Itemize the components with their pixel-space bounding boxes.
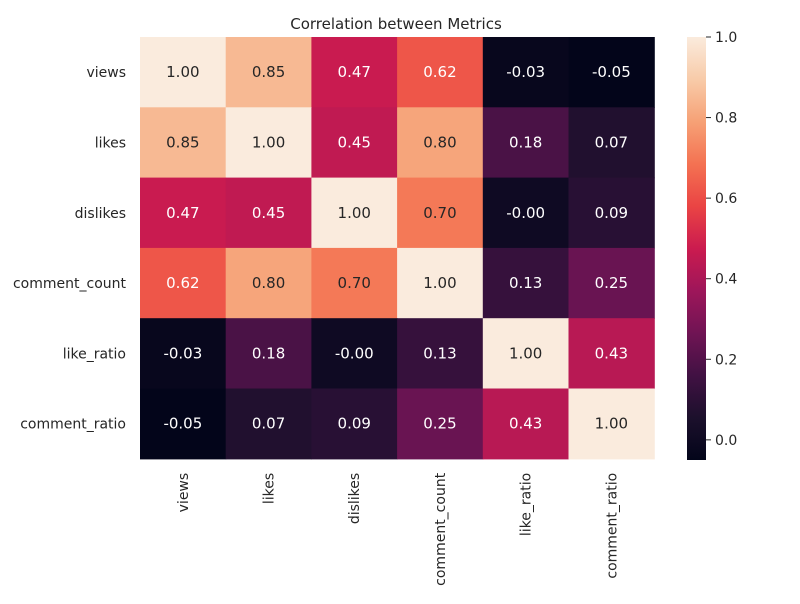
heatmap-cell [397,177,484,249]
y-tick-label: dislikes [75,206,126,222]
cell-value-label: 0.70 [423,204,456,222]
heatmap-cell [225,177,312,249]
cell-value-label: 0.13 [509,274,542,292]
heatmap-cell [482,318,570,390]
y-tick-label: views [86,65,126,81]
heatmap-cell [568,107,655,179]
cell-value-label: 0.85 [252,63,285,81]
y-tick-label: like_ratio [63,346,126,362]
x-tick-label: comment_ratio [604,473,620,579]
heatmap-cell [311,37,398,108]
colorbar: 0.0 0.2 0.4 0.6 0.8 1.0 [687,30,737,460]
cell-value-label: 0.62 [423,63,456,81]
chart-title: Correlation between Metrics [290,15,502,33]
heatmap-cell [225,37,312,108]
cell-value-label: 1.00 [509,344,542,362]
cell-value-label: 0.43 [509,415,542,433]
heatmap-cell [397,107,484,179]
heatmap-cell [225,388,312,460]
cell-value-label: 0.07 [595,133,628,151]
cell-value-label: -0.00 [335,344,374,362]
heatmap-cell [225,247,312,319]
x-tick-label: like_ratio [519,473,535,536]
cell-value-label: 0.45 [252,204,285,222]
heatmap-cell [140,247,227,319]
cell-value-label: 0.25 [423,415,456,433]
cell-value-label: 0.80 [423,133,456,151]
cell-value-label: -0.05 [592,63,631,81]
heatmap-cell [311,388,398,460]
cell-value-label: 0.47 [166,204,199,222]
heatmap-cell [225,107,312,179]
heatmap-cell [482,37,570,108]
y-tick-label: likes [95,135,126,151]
x-tick-label: dislikes [347,473,363,524]
cell-value-label: 0.45 [338,133,371,151]
heatmap-cell [482,388,570,460]
heatmap-cell [140,107,227,179]
cell-value-label: 0.18 [252,344,285,362]
heatmap-cell [482,247,570,319]
cell-value-label: 1.00 [166,63,199,81]
x-tick-label: likes [262,473,278,504]
heatmap-cell [568,388,655,460]
cell-value-label: -0.03 [163,344,202,362]
cell-value-label: 1.00 [338,204,371,222]
heatmap-cell [311,177,398,249]
cell-value-label: 0.25 [595,274,628,292]
heatmap-cell [568,37,655,108]
heatmap-cell [140,388,227,460]
cell-value-label: 0.13 [423,344,456,362]
heatmap-cell [568,247,655,319]
heatmap-cell [482,177,570,249]
cell-value-label: 0.09 [595,204,628,222]
colorbar-tick-label: 1.0 [715,30,737,46]
colorbar-tick-label: 0.4 [715,272,737,288]
y-tick-label: comment_ratio [20,417,126,433]
y-tick-label: comment_count [13,276,127,292]
cell-value-label: 0.43 [595,344,628,362]
heatmap-cell [140,37,227,108]
cell-value-label: 1.00 [252,133,285,151]
heatmap-cell [140,177,227,249]
heatmap-cell [225,318,312,390]
x-tick-label: views [176,473,192,513]
heatmap-cell [397,318,484,390]
cell-value-label: 0.18 [509,133,542,151]
heatmap-cell [568,177,655,249]
heatmap-cell [397,37,484,108]
cell-value-label: 1.00 [423,274,456,292]
cell-value-label: 1.00 [595,415,628,433]
heatmap-axis-labels: views likes dislikes comment_count like_rati… [13,65,620,586]
cell-value-label: 0.07 [252,415,285,433]
colorbar-gradient [687,37,706,460]
heatmap-cell [311,107,398,179]
heatmap-cell [397,388,484,460]
cell-value-label: 0.62 [166,274,199,292]
colorbar-tick-label: 0.2 [715,352,737,368]
cell-value-label: 0.70 [338,274,371,292]
heatmap-cell [311,318,398,390]
cell-value-label: -0.05 [163,415,202,433]
heatmap-cell [568,318,655,390]
heatmap-cells: 1.00 0.85 0.47 0.62 -0.03 -0.05 0.85 1.00 0.45 0.… [140,37,655,460]
heatmap-cell [397,247,484,319]
cell-value-label: 0.47 [338,63,371,81]
cell-value-label: 0.85 [166,133,199,151]
heatmap-cell [311,247,398,319]
x-tick-label: comment_count [433,472,449,586]
colorbar-tick-label: 0.0 [715,433,737,449]
cell-value-label: -0.03 [506,63,545,81]
cell-value-label: 0.80 [252,274,285,292]
colorbar-tick-label: 0.8 [715,111,737,127]
cell-value-label: 0.09 [338,415,371,433]
cell-value-label: -0.00 [506,204,545,222]
heatmap-cell [482,107,570,179]
colorbar-tick-label: 0.6 [715,191,737,207]
heatmap-cell [140,318,227,390]
